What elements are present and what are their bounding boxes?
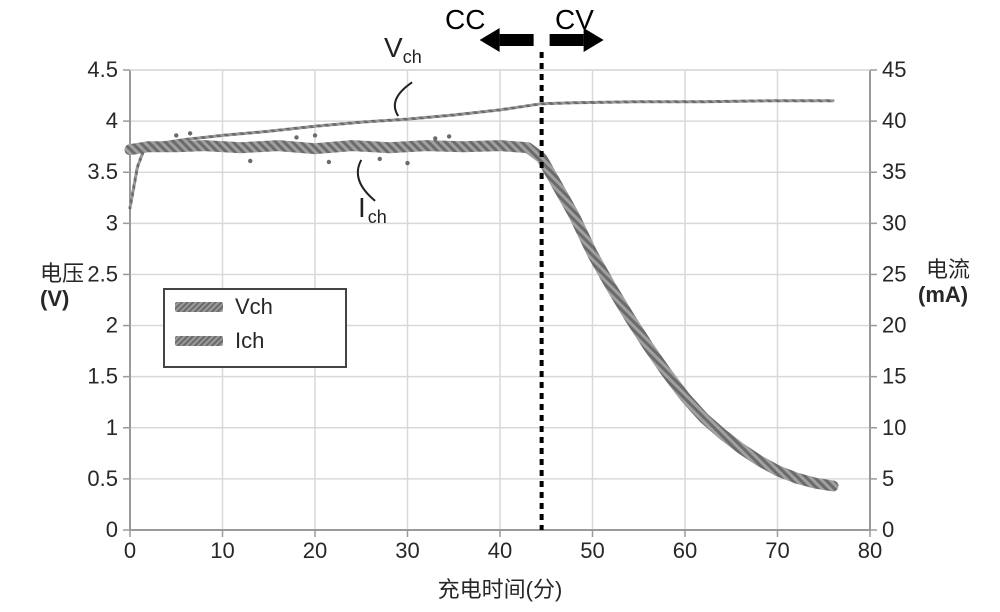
ich-artifact <box>405 161 409 165</box>
y2-tick-label: 30 <box>882 210 906 235</box>
legend-label-ich: Ich <box>235 328 264 354</box>
y2-tick-label: 0 <box>882 517 894 542</box>
y2-tick-label: 40 <box>882 108 906 133</box>
ich-anno-letter: I <box>358 192 366 223</box>
x-tick-label: 40 <box>488 538 512 563</box>
y2-tick-label: 5 <box>882 466 894 491</box>
ich-artifact <box>294 135 298 139</box>
y1-tick-label: 1 <box>106 415 118 440</box>
y1-tick-label: 3 <box>106 210 118 235</box>
y2-tick-label: 45 <box>882 57 906 82</box>
ich-artifact <box>313 133 317 137</box>
cc-arrow-icon <box>480 28 534 52</box>
cv-label: CV <box>555 4 594 36</box>
y1-axis-unit: (V) <box>40 286 69 312</box>
ich-annotation: Ich <box>358 192 385 224</box>
y1-tick-label: 2 <box>106 313 118 338</box>
legend-swatch-ich <box>175 336 223 346</box>
x-tick-label: 60 <box>673 538 697 563</box>
ich-anno-sub: ch <box>368 207 387 227</box>
chart-svg: 0102030405060708000.511.522.533.544.5051… <box>0 0 1000 612</box>
legend-item-ich: Ich <box>165 324 345 358</box>
y2-tick-label: 35 <box>882 159 906 184</box>
y2-axis-label: 电流 <box>926 252 970 284</box>
y1-tick-label: 1.5 <box>87 364 118 389</box>
ich-artifact <box>174 133 178 137</box>
x-tick-label: 10 <box>210 538 234 563</box>
ich-artifact <box>433 136 437 140</box>
y1-tick-label: 0.5 <box>87 466 118 491</box>
legend-swatch-vch <box>175 302 223 312</box>
ich-artifact <box>327 160 331 164</box>
cc-label: CC <box>445 4 485 36</box>
vch-anno-letter: V <box>384 32 403 63</box>
ich-artifact <box>378 157 382 161</box>
legend-label-vch: Vch <box>235 294 273 320</box>
y2-axis-unit: (mA) <box>918 282 968 308</box>
ich-artifact <box>248 159 252 163</box>
ich-artifact <box>447 134 451 138</box>
y1-tick-label: 2.5 <box>87 261 118 286</box>
chart-stage: 0102030405060708000.511.522.533.544.5051… <box>0 0 1000 612</box>
x-tick-label: 0 <box>124 538 136 563</box>
y2-tick-label: 20 <box>882 313 906 338</box>
x-tick-label: 70 <box>765 538 789 563</box>
legend: Vch Ich <box>163 288 347 368</box>
x-tick-label: 20 <box>303 538 327 563</box>
x-tick-label: 80 <box>858 538 882 563</box>
ich-artifact <box>188 131 192 135</box>
x-tick-label: 30 <box>395 538 419 563</box>
y2-tick-label: 25 <box>882 261 906 286</box>
legend-item-vch: Vch <box>165 290 345 324</box>
y2-tick-label: 10 <box>882 415 906 440</box>
vch-annotation: Vch <box>384 32 422 64</box>
y1-tick-label: 4 <box>106 108 118 133</box>
y1-tick-label: 4.5 <box>87 57 118 82</box>
vch-anno-sub: ch <box>403 47 422 67</box>
x-tick-label: 50 <box>580 538 604 563</box>
y1-tick-label: 0 <box>106 517 118 542</box>
y2-tick-label: 15 <box>882 364 906 389</box>
y1-tick-label: 3.5 <box>87 159 118 184</box>
x-axis-label: 充电时间(分) <box>0 572 1000 604</box>
y1-axis-label: 电压 <box>40 256 84 288</box>
